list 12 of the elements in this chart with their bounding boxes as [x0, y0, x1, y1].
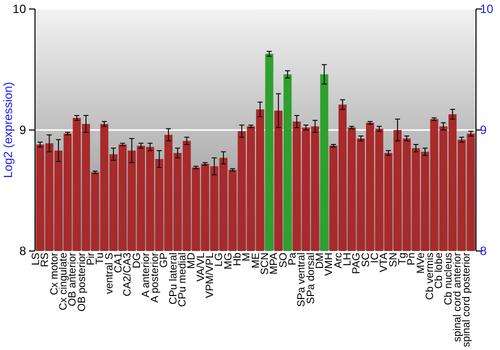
y-tick-label: 9: [19, 122, 26, 137]
y-tick-label: 8: [19, 244, 26, 258]
x-tick-label: RS: [39, 252, 52, 268]
x-tick-label: spinal cord posterior: [460, 252, 473, 348]
y-axis-title: Log2 (expression): [1, 82, 15, 178]
x-tick-label: LS: [30, 252, 42, 266]
y2-tick-label: 9: [480, 122, 487, 137]
y2-tick-label: 10: [480, 2, 494, 16]
y2-tick-label: 8: [480, 244, 487, 258]
x-tick-label: SPa dorsal: [304, 252, 317, 304]
y-tick-label: 10: [12, 2, 26, 16]
x-tick-label: Cx cingulate: [57, 252, 70, 310]
